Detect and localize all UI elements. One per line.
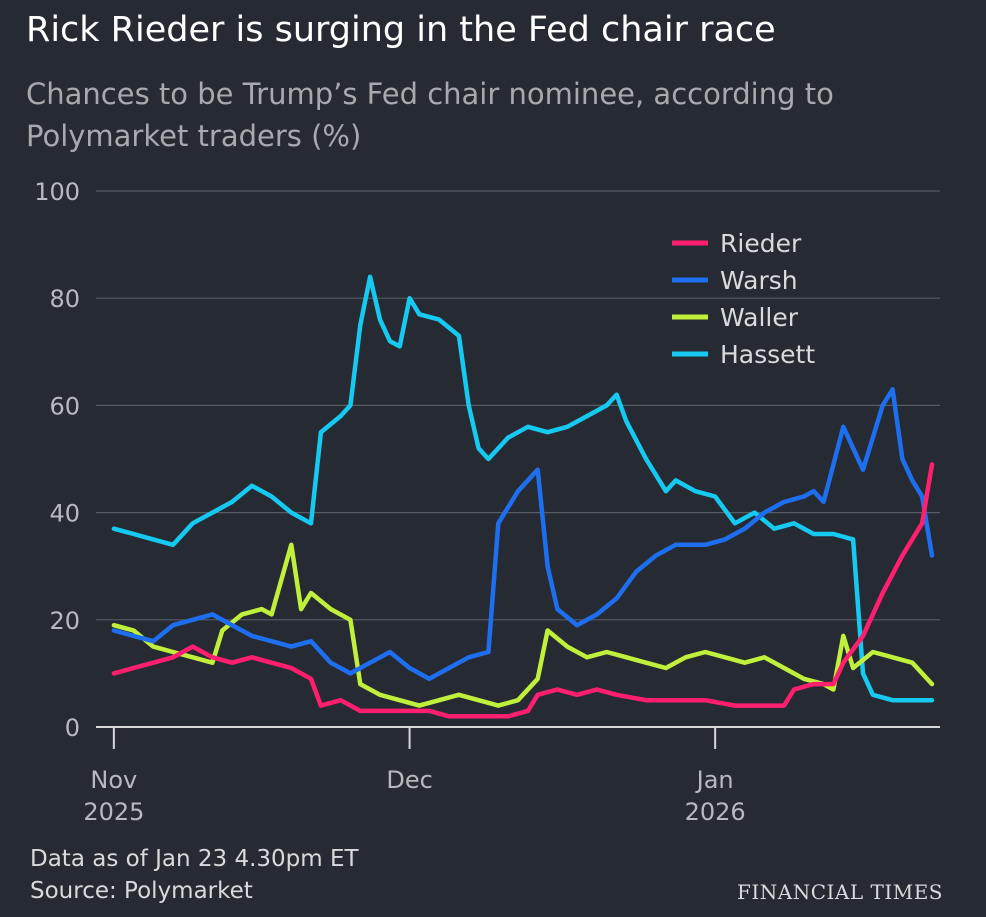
legend-label-rieder: Rieder	[720, 229, 802, 258]
y-tick-label: 80	[49, 285, 80, 313]
series-line-warsh	[111, 387, 935, 682]
x-tick-sublabel: 2026	[685, 798, 746, 826]
y-tick-label: 100	[34, 178, 80, 206]
publisher-logo: FINANCIAL TIMES	[736, 880, 943, 904]
x-tick-label: Nov	[90, 766, 137, 794]
series-lines	[111, 274, 935, 719]
source-note: Source: Polymarket	[30, 878, 253, 904]
legend-label-waller: Waller	[720, 303, 799, 332]
y-tick-label: 60	[49, 392, 80, 420]
chart-title: Rick Rieder is surging in the Fed chair …	[26, 10, 776, 50]
legend: Rieder Warsh Waller Hassett	[672, 229, 815, 369]
x-tick-label: Dec	[386, 766, 432, 794]
series-line-rieder	[111, 462, 935, 719]
data-note: Data as of Jan 23 4.30pm ET	[30, 846, 359, 872]
y-tick-label: 20	[49, 607, 80, 635]
legend-label-warsh: Warsh	[720, 266, 798, 295]
x-tick-sublabel: 2025	[83, 798, 144, 826]
y-tick-label: 0	[65, 714, 80, 742]
y-tick-label: 40	[49, 500, 80, 528]
series-line-hassett	[111, 274, 935, 703]
series-line-waller	[111, 542, 935, 708]
gridlines	[96, 190, 940, 728]
chart-subtitle: Chances to be Trump’s Fed chair nominee,…	[26, 77, 834, 153]
axes: 0 20 40 60 80 100 Nov 2025 Dec Jan 2026	[34, 178, 745, 826]
legend-label-hassett: Hassett	[720, 340, 815, 369]
x-tick-label: Jan	[695, 766, 734, 794]
